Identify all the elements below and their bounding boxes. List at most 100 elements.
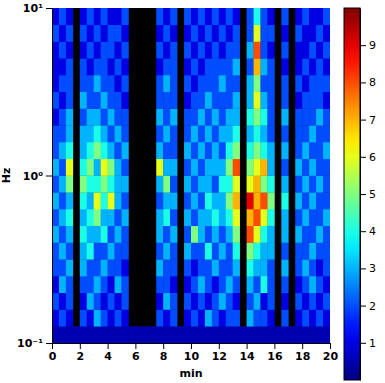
colorbar-tick: 7: [360, 114, 376, 127]
heatmap-cell: [254, 92, 261, 109]
heatmap-cell: [80, 226, 87, 243]
heatmap-cell: [219, 108, 226, 125]
heatmap-cell: [52, 142, 59, 159]
x-tick: 12: [212, 343, 227, 363]
heatmap-cell: [59, 259, 66, 276]
heatmap-cell: [247, 209, 254, 226]
heatmap-cell: [122, 142, 129, 159]
heatmap-cell: [163, 142, 170, 159]
heatmap-cell: [226, 108, 233, 125]
heatmap-cell: [66, 226, 73, 243]
heatmap-cell: [94, 276, 101, 293]
heatmap-cell: [52, 41, 59, 58]
heatmap-cell: [94, 259, 101, 276]
heatmap-cell: [87, 276, 94, 293]
heatmap-cell: [52, 25, 59, 42]
heatmap-cell: [205, 243, 212, 260]
heatmap-cell: [261, 192, 268, 209]
heatmap-cell: [205, 92, 212, 109]
heatmap-cell: [316, 159, 323, 176]
heatmap-cell: [233, 159, 240, 176]
heatmap-cell: [247, 58, 254, 75]
colorbar-tick-label: 8: [369, 76, 376, 89]
heatmap-cell: [156, 176, 163, 193]
colorbar-tick: 5: [360, 188, 376, 201]
heatmap-cell: [254, 8, 261, 25]
heatmap-cell: [247, 226, 254, 243]
heatmap-cell: [163, 75, 170, 92]
heatmap-cell: [267, 8, 274, 25]
x-tick-label: 6: [132, 350, 140, 363]
heatmap-cell: [254, 309, 261, 326]
heatmap-cell: [309, 92, 316, 109]
heatmap-cell: [233, 309, 240, 326]
heatmap-cell: [115, 8, 122, 25]
heatmap-cell: [247, 75, 254, 92]
heatmap-cell: [122, 326, 129, 343]
heatmap-cell: [156, 25, 163, 42]
heatmap-cell: [142, 326, 149, 343]
heatmap-cell: [122, 176, 129, 193]
cells: [52, 8, 330, 343]
heatmap-cell: [87, 8, 94, 25]
heatmap-cell: [295, 243, 302, 260]
heatmap-cell: [309, 41, 316, 58]
heatmap-cell: [184, 159, 191, 176]
heatmap-cell: [212, 58, 219, 75]
heatmap-cell: [226, 243, 233, 260]
heatmap-cell: [59, 75, 66, 92]
heatmap-cell: [184, 293, 191, 310]
heatmap-cell: [267, 243, 274, 260]
colorbar-tick-label: 9: [369, 39, 376, 52]
heatmap-cell: [59, 159, 66, 176]
heatmap-cell: [184, 276, 191, 293]
heatmap-cell: [101, 92, 108, 109]
heatmap-cell: [302, 159, 309, 176]
heatmap-cell: [122, 159, 129, 176]
colorbar-tick: 8: [360, 76, 376, 89]
heatmap-cell: [156, 58, 163, 75]
heatmap-cell: [302, 92, 309, 109]
heatmap-cell: [122, 293, 129, 310]
heatmap-cell: [52, 309, 59, 326]
heatmap-cell: [205, 58, 212, 75]
heatmap-cell: [261, 108, 268, 125]
heatmap-cell: [108, 142, 115, 159]
heatmap-cell: [247, 108, 254, 125]
heatmap-cell: [205, 41, 212, 58]
heatmap-cell: [87, 25, 94, 42]
heatmap-cell: [247, 309, 254, 326]
heatmap-cell: [247, 159, 254, 176]
x-tick: 2: [76, 343, 84, 363]
colorbar-tick-mark: [360, 45, 366, 46]
heatmap-cell: [184, 142, 191, 159]
heatmap-cell: [177, 326, 184, 343]
heatmap-cell: [156, 326, 163, 343]
colorbar-tick-label: 5: [369, 188, 376, 201]
heatmap-cell: [122, 75, 129, 92]
heatmap-cell: [191, 142, 198, 159]
heatmap-cell: [205, 176, 212, 193]
heatmap-cell: [281, 159, 288, 176]
heatmap-cell: [323, 243, 330, 260]
heatmap-cell: [52, 293, 59, 310]
heatmap-cell: [115, 192, 122, 209]
heatmap-cell: [191, 108, 198, 125]
heatmap-cell: [205, 226, 212, 243]
heatmap-cell: [170, 25, 177, 42]
heatmap-cell: [261, 75, 268, 92]
heatmap-cell: [226, 293, 233, 310]
heatmap-cell: [295, 259, 302, 276]
heatmap-cell: [184, 41, 191, 58]
heatmap-cell: [323, 309, 330, 326]
heatmap-cell: [94, 192, 101, 209]
heatmap-cell: [316, 259, 323, 276]
heatmap-cell: [302, 75, 309, 92]
heatmap-cell: [247, 326, 254, 343]
heatmap-cell: [101, 41, 108, 58]
heatmap-cell: [184, 176, 191, 193]
heatmap-cell: [94, 125, 101, 142]
y-tick: 10⁻¹: [17, 337, 52, 350]
heatmap-cell: [198, 159, 205, 176]
heatmap-cell: [94, 209, 101, 226]
